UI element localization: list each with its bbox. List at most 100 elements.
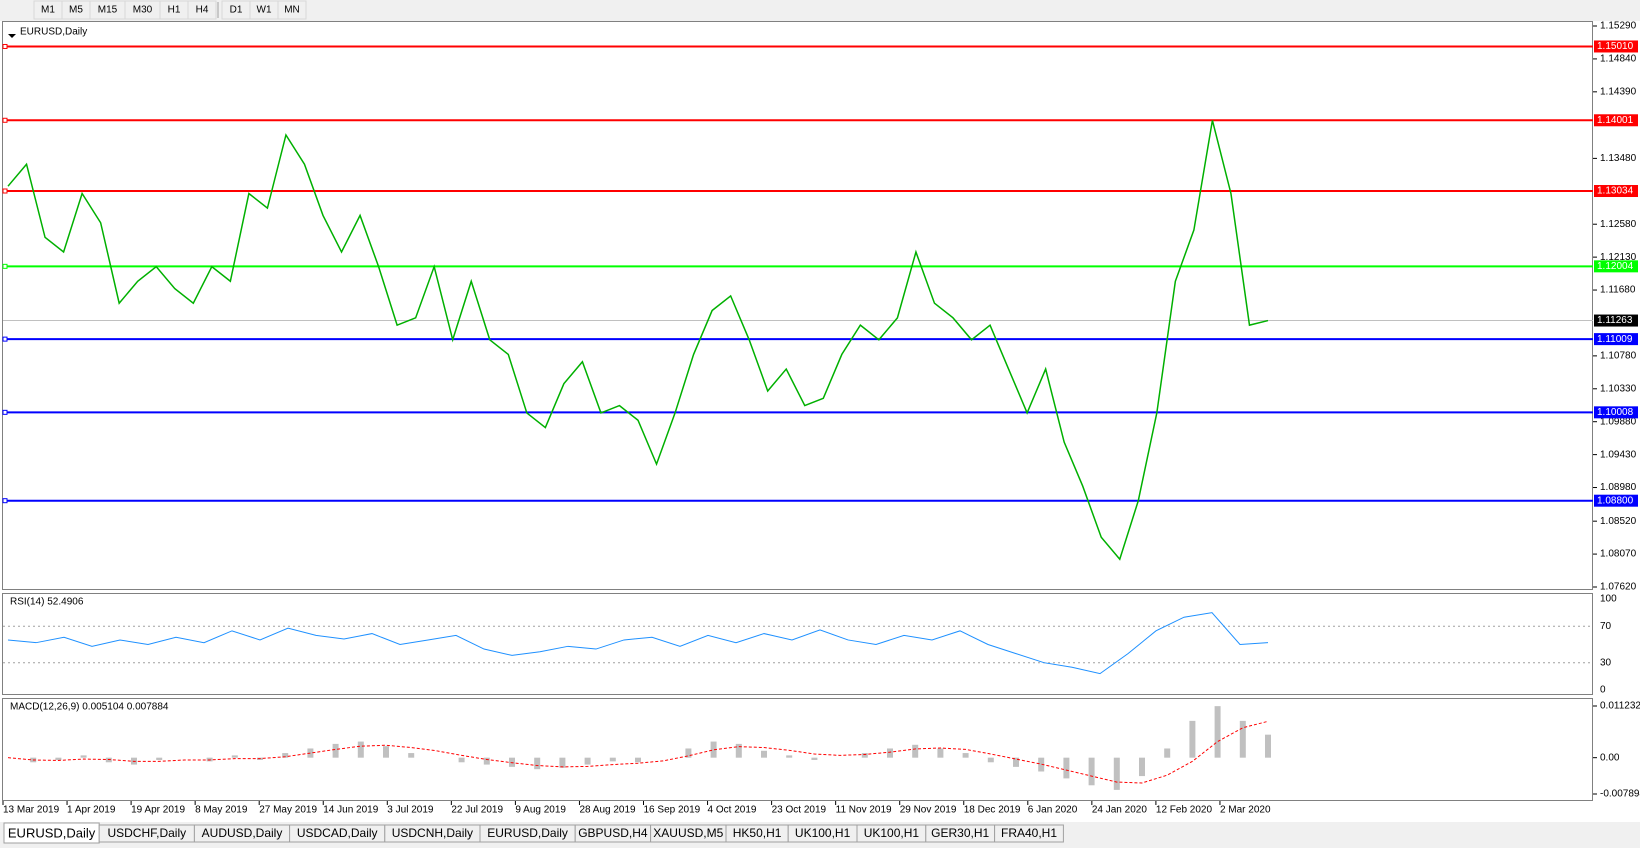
chart-tab[interactable]	[994, 824, 1064, 843]
macd-bar	[383, 746, 389, 758]
timeframe-button[interactable]	[187, 0, 217, 20]
timeframe-label[interactable]: W1	[257, 5, 272, 16]
chart-tab-label[interactable]: UK100,H1	[864, 826, 920, 840]
price-tick-label: 1.09880	[1600, 416, 1637, 427]
main-panel	[2, 21, 1593, 590]
chart-tab-label[interactable]: USDCHF,Daily	[107, 826, 186, 840]
date-label: 16 Sep 2019	[644, 805, 701, 816]
level-label: 1.11009	[1597, 334, 1633, 345]
macd-bar	[584, 757, 591, 765]
toolbar	[0, 0, 1640, 21]
rsi-title: RSI(14) 52.4906	[10, 597, 84, 608]
level-label: 1.14001	[1597, 115, 1634, 126]
level-box	[1594, 40, 1638, 53]
macd-bar	[408, 753, 415, 758]
symbol-line: EURUSD,Daily	[20, 27, 87, 38]
chart-tab-label[interactable]: UK100,H1	[795, 826, 851, 840]
price-tick-label: 1.08520	[1600, 516, 1637, 527]
price-tick-label: 1.08070	[1600, 549, 1637, 560]
chart-window	[0, 21, 1640, 848]
level-box	[1594, 114, 1638, 127]
level-anchor	[2, 263, 8, 269]
timeframe-label[interactable]: M5	[69, 5, 83, 16]
date-label: 11 Nov 2019	[836, 805, 892, 816]
date-label: 13 Mar 2019	[3, 805, 60, 816]
date-label: 3 Jul 2019	[387, 805, 434, 816]
rsi-panel	[2, 593, 1593, 695]
macd-panel	[2, 698, 1593, 801]
chart-tab-label[interactable]: HK50,H1	[733, 826, 782, 840]
date-label: 27 May 2019	[259, 805, 317, 816]
date-label: 18 Dec 2019	[964, 805, 1021, 816]
current-price-box	[1594, 314, 1638, 327]
timeframe-label[interactable]: M15	[98, 5, 118, 16]
timeframe-label[interactable]: D1	[230, 5, 243, 16]
macd-bar	[55, 757, 62, 760]
date-label: 14 Jun 2019	[323, 805, 378, 816]
macd-signal	[7, 720, 1269, 784]
macd-bar	[559, 757, 566, 768]
chart-tab-label[interactable]: GBPUSD,H4	[578, 826, 648, 840]
timeframe-button[interactable]	[277, 0, 307, 20]
timeframe-label[interactable]: H4	[196, 5, 209, 16]
level-anchor	[2, 498, 8, 504]
chart-tab-label[interactable]: USDCAD,Daily	[297, 826, 378, 840]
level-anchor	[2, 117, 8, 123]
level-label: 1.12004	[1597, 261, 1634, 272]
macd-bar	[282, 753, 289, 758]
rsi-line	[7, 612, 1269, 675]
macd-bar	[962, 753, 969, 758]
macd-bar	[1063, 757, 1070, 779]
macd-bar	[1038, 757, 1045, 772]
level-box	[1594, 260, 1638, 273]
chart-tab-label[interactable]: EURUSD,Daily	[8, 825, 96, 840]
macd-bar	[761, 750, 767, 758]
level-box	[1594, 333, 1638, 346]
macd-bar	[1214, 706, 1221, 758]
timeframe-label[interactable]: H1	[168, 5, 181, 16]
macd-bar	[1265, 734, 1271, 758]
level-anchor	[2, 188, 8, 194]
macd-bar	[735, 743, 742, 758]
level-box	[1594, 494, 1638, 507]
level-box	[1594, 185, 1638, 198]
price-tick-label: 1.08980	[1600, 482, 1637, 493]
macd-bar	[811, 757, 818, 760]
macd-bar	[861, 753, 868, 758]
macd-bar	[710, 741, 717, 758]
current-price-label: 1.11263	[1597, 315, 1633, 326]
macd-bar	[786, 755, 793, 758]
price-tick-label: 1.12130	[1600, 252, 1637, 263]
date-label: 29 Nov 2019	[900, 805, 957, 816]
rsi-tick-label: 70	[1600, 621, 1612, 632]
price-tick-label: 1.14840	[1600, 54, 1637, 65]
date-label: 23 Oct 2019	[772, 805, 827, 816]
date-label: 24 Jan 2020	[1092, 805, 1147, 816]
timeframe-label[interactable]: M1	[41, 5, 55, 16]
collapse-icon	[8, 34, 16, 38]
date-label: 2 Mar 2020	[1220, 805, 1271, 816]
macd-bar	[231, 755, 238, 758]
chart-tab-label[interactable]: FRA40,H1	[1001, 826, 1057, 840]
chart-tab-label[interactable]: USDCNH,Daily	[392, 826, 473, 840]
chart-tab-label[interactable]: GER30,H1	[931, 826, 989, 840]
price-tick-label: 1.12580	[1600, 219, 1637, 230]
rsi-tick-label: 100	[1600, 594, 1617, 605]
date-label: 12 Feb 2020	[1156, 805, 1213, 816]
date-label: 4 Oct 2019	[708, 805, 757, 816]
chart-tab-label[interactable]: EURUSD,Daily	[487, 826, 568, 840]
date-label: 9 Aug 2019	[515, 805, 566, 816]
macd-bar	[1139, 757, 1145, 777]
macd-bar	[156, 757, 163, 760]
chart-tab-label[interactable]: XAUUSD,M5	[653, 826, 723, 840]
price-tick-label: 1.13480	[1600, 153, 1637, 164]
date-label: 6 Jan 2020	[1028, 805, 1078, 816]
timeframe-label[interactable]: M30	[133, 5, 153, 16]
chart-tab-label[interactable]: AUDUSD,Daily	[202, 826, 283, 840]
timeframe-label[interactable]: MN	[284, 5, 300, 16]
level-anchor	[2, 336, 8, 342]
level-label: 1.15010	[1597, 41, 1634, 52]
macd-bar	[357, 741, 364, 758]
macd-tick-label: -0.007894	[1600, 789, 1640, 800]
macd-bar	[458, 757, 465, 763]
